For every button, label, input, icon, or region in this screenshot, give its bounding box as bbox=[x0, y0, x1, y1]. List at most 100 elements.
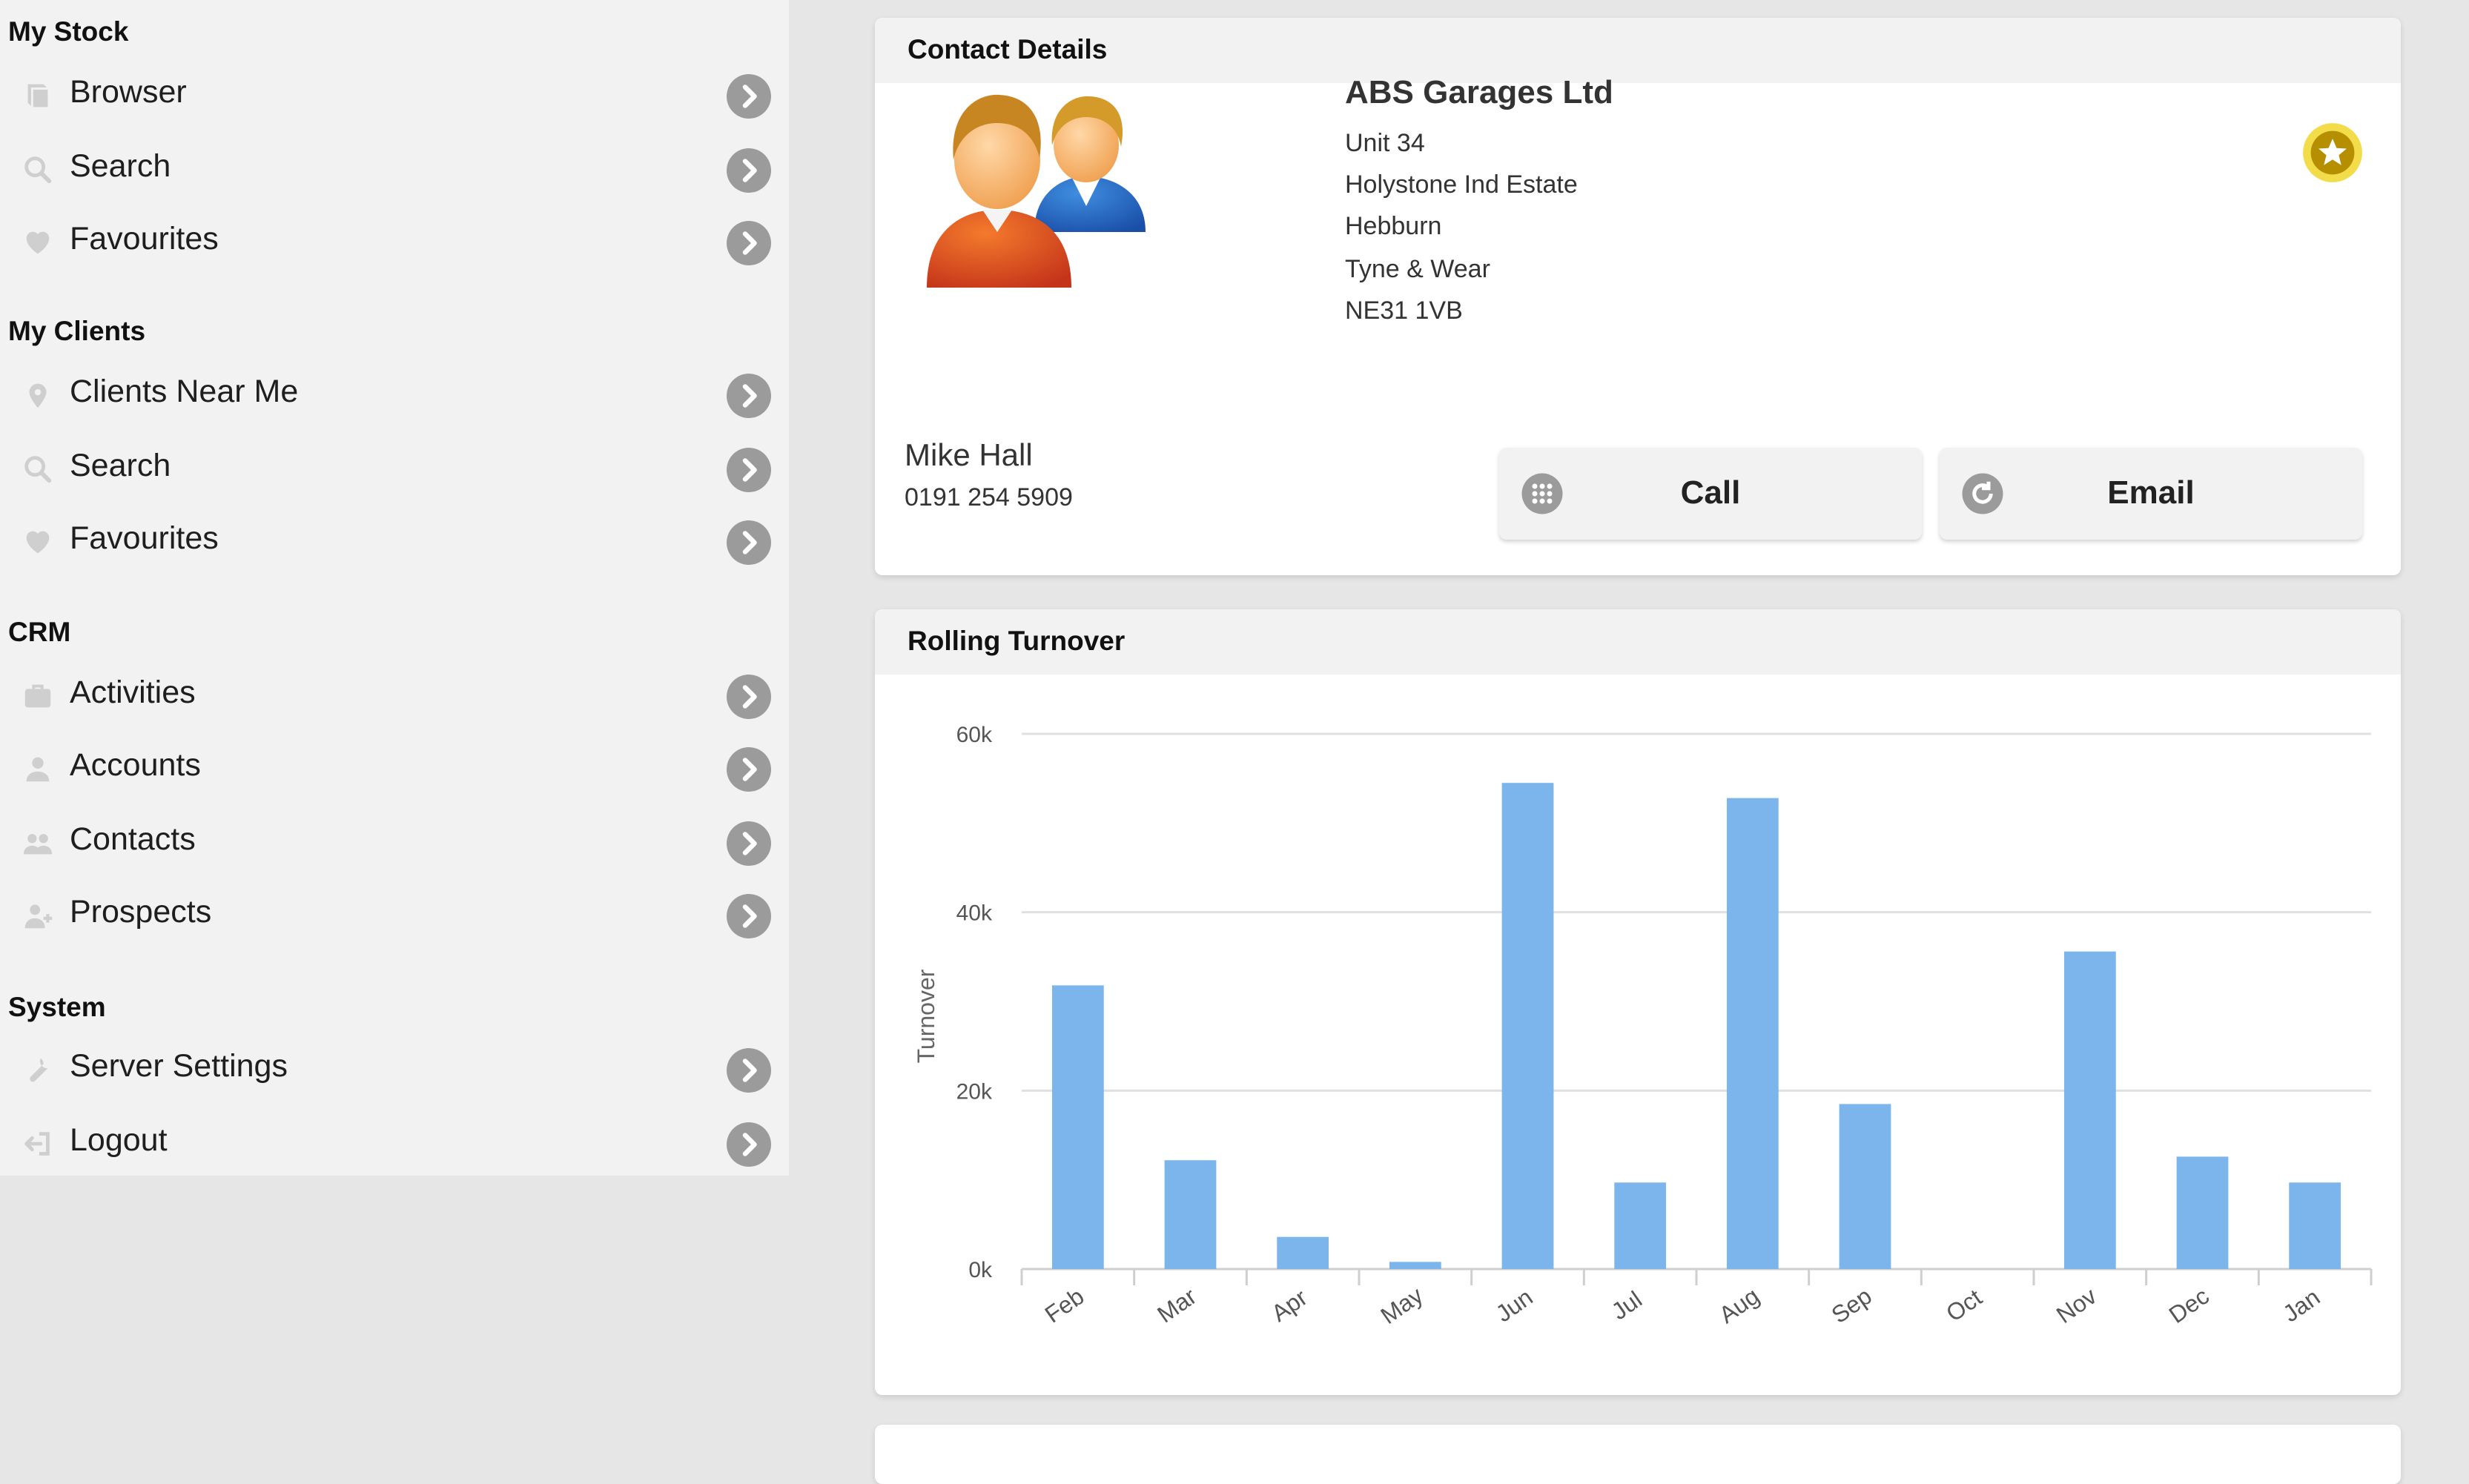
x-tick-label: Mar bbox=[1152, 1282, 1201, 1328]
chevron-right-icon[interactable] bbox=[727, 221, 771, 265]
call-button-label: Call bbox=[1680, 474, 1741, 511]
contact-person-name: Mike Hall bbox=[905, 437, 1033, 472]
address-line: Hebburn bbox=[1345, 212, 1442, 240]
chevron-right-icon[interactable] bbox=[727, 148, 771, 193]
sidebar-item-activities[interactable]: Activities bbox=[0, 660, 789, 731]
sidebar-item-label: Contacts bbox=[70, 821, 196, 857]
y-tick-label: 60k bbox=[956, 723, 993, 747]
bar-sep bbox=[1839, 1104, 1891, 1269]
chevron-right-icon[interactable] bbox=[727, 1048, 771, 1093]
bar-dec bbox=[2176, 1156, 2229, 1269]
x-tick-label: Jan bbox=[2278, 1283, 2324, 1327]
forward-arrow-icon bbox=[1960, 471, 2005, 516]
book-icon bbox=[21, 79, 55, 113]
y-tick-label: 40k bbox=[956, 901, 993, 926]
x-tick-label: May bbox=[1375, 1282, 1427, 1329]
chevron-right-icon[interactable] bbox=[727, 675, 771, 719]
sidebar-item-label: Favourites bbox=[70, 221, 219, 256]
x-tick-label: Aug bbox=[1714, 1282, 1764, 1328]
x-tick-label: Oct bbox=[1941, 1284, 1987, 1327]
address-line: Holystone Ind Estate bbox=[1345, 170, 1578, 199]
bar-jan bbox=[2289, 1182, 2341, 1269]
contact-details-card: Contact Details ABS Garages Ltd bbox=[875, 18, 2401, 575]
chevron-right-icon[interactable] bbox=[727, 520, 771, 565]
sidebar-item-label: Accounts bbox=[70, 747, 201, 783]
bar-may bbox=[1389, 1262, 1441, 1269]
x-tick-label: Jun bbox=[1491, 1283, 1538, 1327]
x-tick-label: Sep bbox=[1827, 1282, 1877, 1328]
card-header: Contact Details bbox=[875, 18, 2401, 83]
chevron-right-icon[interactable] bbox=[727, 448, 771, 492]
chevron-right-icon[interactable] bbox=[727, 747, 771, 792]
x-tick-label: Dec bbox=[2164, 1282, 2214, 1328]
y-tick-label: 20k bbox=[956, 1079, 993, 1104]
sidebar-item-label: Search bbox=[70, 148, 171, 184]
users-icon bbox=[21, 826, 55, 860]
x-tick-label: Nov bbox=[2052, 1282, 2101, 1328]
search-icon bbox=[21, 452, 55, 486]
sidebar-item-stock-browser[interactable]: Browser bbox=[0, 59, 789, 130]
sidebar-item-label: Logout bbox=[70, 1122, 168, 1158]
card-title: Rolling Turnover bbox=[908, 626, 1126, 656]
sidebar-menu: My Stock Browser Search Favourites My Cl… bbox=[0, 0, 789, 1176]
briefcase-icon bbox=[21, 679, 55, 713]
chevron-right-icon[interactable] bbox=[727, 1122, 771, 1167]
sidebar-item-stock-search[interactable]: Search bbox=[0, 133, 789, 205]
call-button[interactable]: Call bbox=[1499, 448, 1922, 540]
sidebar-item-contacts[interactable]: Contacts bbox=[0, 806, 789, 878]
user-plus-icon bbox=[21, 898, 55, 933]
sidebar-item-accounts[interactable]: Accounts bbox=[0, 732, 789, 804]
section-title-system: System bbox=[8, 992, 106, 1022]
sidebar-item-clients-search[interactable]: Search bbox=[0, 433, 789, 504]
sidebar-item-server-settings[interactable]: Server Settings bbox=[0, 1033, 789, 1104]
sidebar-item-label: Prospects bbox=[70, 894, 212, 930]
section-title-my-clients: My Clients bbox=[8, 316, 146, 346]
bar-jun bbox=[1501, 783, 1554, 1269]
y-tick-label: 0k bbox=[968, 1258, 993, 1282]
sidebar-item-clients-favourites[interactable]: Favourites bbox=[0, 506, 789, 577]
sidebar-item-prospects[interactable]: Prospects bbox=[0, 879, 789, 950]
section-title-crm: CRM bbox=[8, 617, 71, 647]
sidebar-item-label: Search bbox=[70, 448, 171, 483]
next-card bbox=[875, 1425, 2401, 1484]
x-tick-label: Apr bbox=[1266, 1284, 1312, 1327]
email-button[interactable]: Email bbox=[1940, 448, 2362, 540]
address-line: NE31 1VB bbox=[1345, 297, 1463, 325]
map-pin-icon bbox=[21, 378, 55, 412]
address-line: Tyne & Wear bbox=[1345, 255, 1490, 283]
bar-mar bbox=[1164, 1160, 1217, 1269]
section-title-my-stock: My Stock bbox=[8, 16, 129, 47]
search-icon bbox=[21, 153, 55, 187]
dialpad-icon bbox=[1520, 471, 1564, 516]
favourite-star-button[interactable] bbox=[2301, 122, 2364, 184]
address-line: Unit 34 bbox=[1345, 129, 1425, 157]
bar-feb bbox=[1051, 985, 1104, 1269]
contacts-avatar-icon bbox=[927, 94, 1146, 288]
sidebar-item-logout[interactable]: Logout bbox=[0, 1107, 789, 1179]
sidebar-item-label: Server Settings bbox=[70, 1048, 288, 1084]
bar-nov bbox=[2063, 951, 2116, 1269]
company-name: ABS Garages Ltd bbox=[1345, 74, 1613, 110]
sidebar-item-stock-favourites[interactable]: Favourites bbox=[0, 206, 789, 277]
rolling-turnover-card: Rolling Turnover 0k 20k 40k 60k Turnover Feb M… bbox=[875, 609, 2401, 1395]
email-button-label: Email bbox=[2107, 474, 2195, 511]
turnover-bar-chart: 0k 20k 40k 60k Turnover Feb Mar Apr May Jun Jul Aug… bbox=[913, 723, 2373, 1329]
y-axis-title: Turnover bbox=[913, 969, 939, 1063]
card-title: Contact Details bbox=[908, 34, 1108, 64]
card-header: Rolling Turnover bbox=[875, 609, 2401, 675]
bar-jul bbox=[1614, 1182, 1667, 1269]
chevron-right-icon[interactable] bbox=[727, 374, 771, 418]
chevron-right-icon[interactable] bbox=[727, 74, 771, 119]
chevron-right-icon[interactable] bbox=[727, 894, 771, 938]
sidebar-item-label: Browser bbox=[70, 74, 187, 110]
x-tick-label: Jul bbox=[1607, 1286, 1647, 1325]
bar-apr bbox=[1277, 1236, 1329, 1269]
bar-aug bbox=[1726, 798, 1779, 1269]
sidebar-item-label: Favourites bbox=[70, 520, 219, 556]
sidebar-item-clients-near-me[interactable]: Clients Near Me bbox=[0, 359, 789, 430]
x-tick-label: Feb bbox=[1040, 1282, 1089, 1328]
chevron-right-icon[interactable] bbox=[727, 821, 771, 866]
user-icon bbox=[21, 752, 55, 786]
sidebar-item-label: Clients Near Me bbox=[70, 374, 299, 409]
heart-icon bbox=[21, 525, 55, 559]
